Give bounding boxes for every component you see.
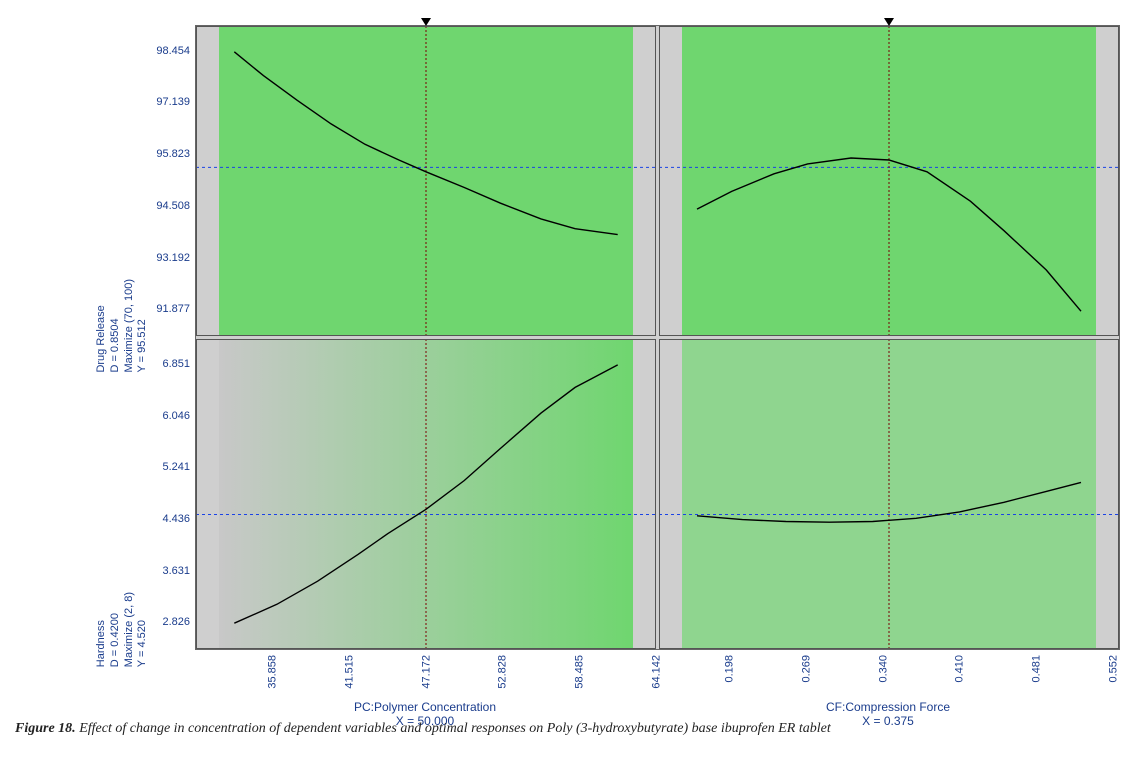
- panel-drug-release-cf: [659, 26, 1119, 336]
- ytick: 91.877: [156, 303, 190, 315]
- ylabel-drug-release: Drug Release D = 0.8504 Maximize (70, 10…: [95, 279, 150, 373]
- cursor-marker-cf-icon: [884, 18, 894, 26]
- xtick: 0.552: [1108, 655, 1120, 683]
- ylabel-hardness: Hardness D = 0.4200 Maximize (2, 8) Y = …: [95, 592, 150, 667]
- ytick: 6.851: [162, 358, 190, 370]
- xtick: 0.198: [724, 655, 736, 683]
- cursor-marker-pc-icon: [421, 18, 431, 26]
- ytick: 5.241: [162, 461, 190, 473]
- xtick: 0.481: [1031, 655, 1043, 683]
- xtick: 52.828: [497, 655, 509, 689]
- panel-drug-release-pc: [196, 26, 656, 336]
- xtick: 47.172: [420, 655, 432, 689]
- figure-caption: Figure 18. Effect of change in concentra…: [15, 720, 1132, 738]
- xtick: 58.485: [574, 655, 586, 689]
- page: 91.877 93.192 94.508 95.823 97.139 98.454 2.8…: [0, 0, 1147, 758]
- xtick: 64.142: [650, 655, 662, 689]
- panel-hardness-pc: [196, 339, 656, 649]
- caption-text: Effect of change in concentration of dep…: [76, 721, 831, 736]
- xtick: 0.269: [801, 655, 813, 683]
- ytick: 94.508: [156, 200, 190, 212]
- ytick: 4.436: [162, 513, 190, 525]
- ytick: 98.454: [156, 45, 190, 57]
- ytick: 2.826: [162, 616, 190, 628]
- ytick: 97.139: [156, 96, 190, 108]
- xtick: 0.410: [954, 655, 966, 683]
- ytick: 93.192: [156, 252, 190, 264]
- ytick: 6.046: [162, 410, 190, 422]
- panel-hardness-cf: [659, 339, 1119, 649]
- xtick: 41.515: [344, 655, 356, 689]
- ytick: 3.631: [162, 565, 190, 577]
- ytick: 95.823: [156, 148, 190, 160]
- caption-prefix: Figure 18.: [15, 721, 76, 736]
- plot-frame: [195, 25, 1120, 650]
- xtick: 0.340: [878, 655, 890, 683]
- xtick: 35.858: [267, 655, 279, 689]
